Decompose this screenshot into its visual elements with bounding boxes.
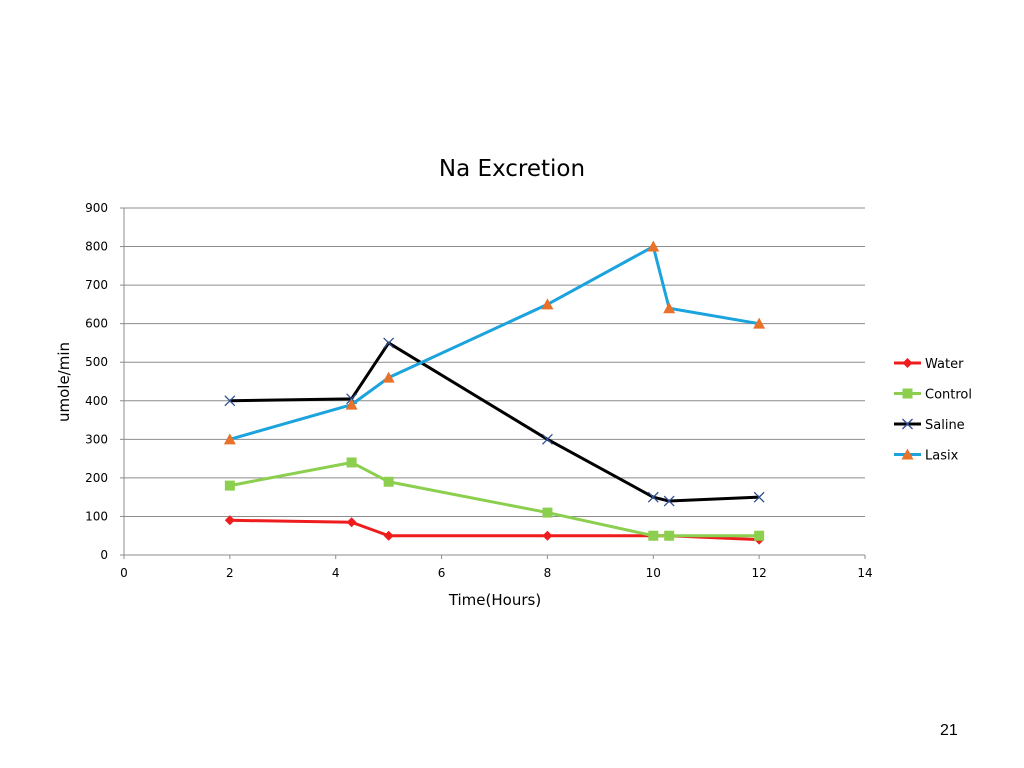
series-saline (224, 337, 765, 507)
data-point-water (346, 517, 357, 528)
y-tick-label: 200 (85, 471, 108, 485)
data-point-lasix (345, 398, 358, 410)
legend-item-lasix: Lasix (894, 448, 959, 464)
series-lasix (223, 240, 766, 445)
data-point-control (754, 530, 765, 541)
y-tick-label: 0 (100, 548, 108, 562)
page-number: 21 (940, 722, 958, 739)
data-point-water (224, 515, 235, 526)
x-tick-label: 8 (544, 566, 552, 580)
legend-marker-water (902, 358, 913, 368)
legend-item-saline: Saline (894, 418, 965, 433)
chart-title: Na Excretion (439, 156, 585, 182)
y-tick-label: 400 (85, 394, 108, 408)
marker-stroke (383, 337, 395, 349)
data-point-control (648, 530, 659, 541)
series-lines (223, 240, 766, 545)
marker-stroke (663, 495, 675, 507)
data-point-water (383, 530, 394, 541)
data-point-saline (753, 491, 765, 503)
data-point-saline (647, 491, 659, 503)
legend-marker-saline (902, 418, 913, 430)
x-tick-label: 6 (438, 566, 446, 580)
series-water (224, 515, 765, 545)
x-tick-label: 10 (646, 566, 661, 580)
marker-stroke (541, 433, 553, 445)
data-point-lasix (382, 371, 395, 383)
y-tick-label: 300 (85, 432, 108, 446)
x-tick-label: 14 (857, 566, 872, 580)
data-point-lasix (541, 298, 554, 310)
axes (120, 207, 866, 559)
data-point-saline (541, 433, 553, 445)
series-line-lasix (229, 245, 760, 441)
data-point-control (346, 457, 357, 468)
marker-stroke (753, 491, 765, 503)
marker-stroke (647, 491, 659, 503)
y-tick-label: 900 (85, 201, 108, 215)
gridlines (124, 207, 865, 517)
x-axis-label: Time(Hours) (448, 591, 541, 609)
data-point-water (542, 530, 553, 541)
x-tick-label: 12 (752, 566, 767, 580)
marker-stroke (224, 395, 236, 407)
data-point-saline (663, 495, 675, 507)
legend-label-lasix: Lasix (925, 449, 959, 464)
legend-marker-control (902, 388, 913, 399)
x-tick-label: 4 (332, 566, 340, 580)
y-tick-label: 600 (85, 317, 108, 331)
data-point-control (542, 507, 553, 518)
data-point-saline (383, 337, 395, 349)
series-control (224, 457, 765, 541)
legend: Water Control Saline Lasix (894, 357, 972, 464)
data-point-lasix (663, 302, 676, 314)
data-point-lasix (753, 317, 766, 329)
y-tick-label: 700 (85, 278, 108, 292)
legend-item-water: Water (894, 357, 964, 372)
legend-label-saline: Saline (925, 418, 965, 433)
legend-marker-lasix (901, 448, 914, 460)
data-point-lasix (223, 433, 236, 445)
y-tick-label: 100 (85, 509, 108, 523)
marker-stroke (902, 418, 913, 430)
data-point-lasix (647, 240, 660, 252)
x-tick-label: 2 (226, 566, 234, 580)
series-line-saline (229, 341, 760, 503)
legend-item-control: Control (894, 388, 972, 403)
tick-labels: 0 100 200 300 400 500 600 700 800 900 0 2 4 6 8 10 12 14 (85, 201, 873, 580)
data-point-saline (224, 395, 236, 407)
y-tick-label: 800 (85, 240, 108, 254)
legend-label-control: Control (925, 388, 972, 403)
y-axis-label: umole/min (55, 342, 73, 422)
legend-label-water: Water (925, 357, 964, 372)
data-point-control (383, 476, 394, 487)
y-tick-label: 500 (85, 355, 108, 369)
x-tick-label: 0 (120, 566, 128, 580)
data-point-control (224, 480, 235, 491)
data-point-control (664, 530, 675, 541)
